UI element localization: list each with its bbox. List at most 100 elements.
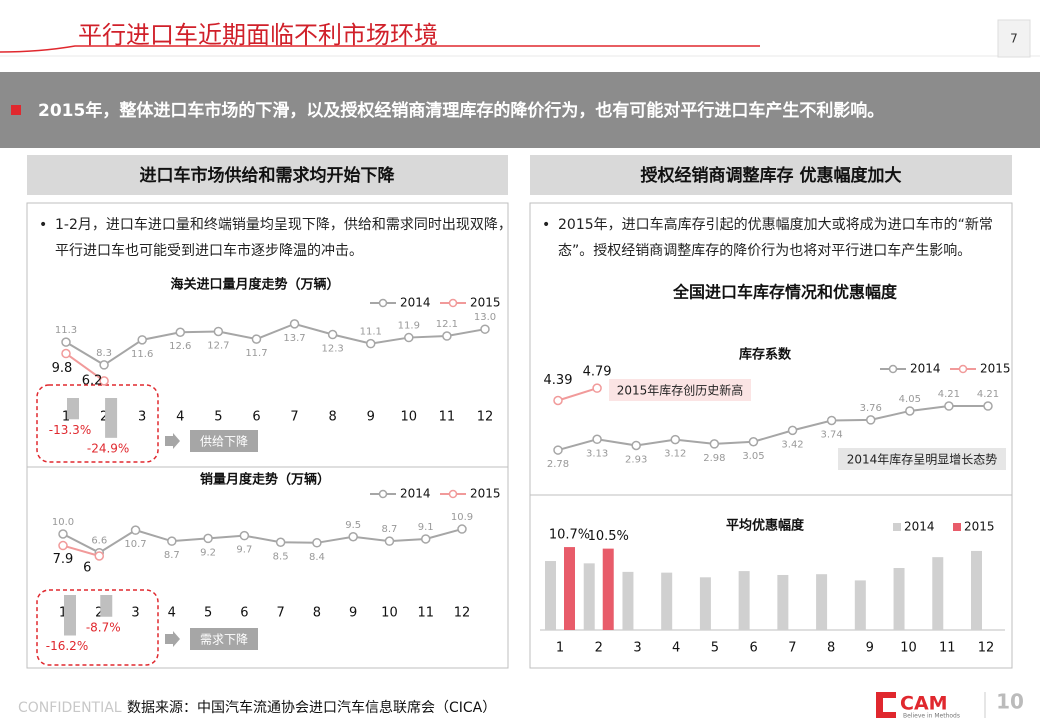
bar	[545, 561, 556, 630]
point	[553, 445, 563, 455]
point	[137, 335, 147, 345]
chart-title: 海关进口量月度走势（万辆）	[170, 277, 339, 293]
slide-title: 平行进口车近期面临不利市场环境	[78, 21, 438, 49]
panel-heading: 授权经销商调整库存 优惠幅度加大	[641, 165, 902, 186]
confidential: CONFIDENTIAL	[18, 700, 122, 716]
value-label: 9.2	[200, 547, 216, 558]
point	[826, 415, 837, 426]
annotation: 供给下降	[200, 435, 248, 449]
point	[480, 324, 490, 334]
point	[457, 524, 467, 534]
value-label: 11.9	[398, 321, 420, 332]
bar	[854, 580, 866, 630]
panel-body	[529, 202, 1013, 669]
point	[592, 383, 602, 393]
value-label: 4.79	[583, 365, 612, 380]
value-label: 12.1	[436, 319, 458, 330]
x-tick-label: 6	[240, 606, 248, 621]
chart-title: 库存系数	[739, 347, 792, 363]
value-label: 3.13	[586, 448, 608, 459]
value-label: -24.9%	[87, 441, 129, 455]
value-label: 8.4	[309, 552, 325, 563]
bar	[100, 595, 113, 617]
x-tick-label: 10	[900, 641, 917, 656]
value-label: 10.7%	[549, 528, 590, 543]
legend-marker	[448, 489, 458, 499]
x-tick-label: 5	[204, 606, 212, 621]
annotation-arrow	[165, 433, 180, 449]
point	[709, 439, 720, 449]
value-label: 11.6	[131, 349, 153, 360]
legend-label: 2014	[400, 296, 431, 310]
point	[99, 360, 109, 370]
bar	[67, 398, 79, 420]
bar	[738, 571, 750, 630]
x-tick-label: 8	[827, 641, 835, 656]
x-tick-label: 3	[633, 641, 641, 656]
point	[167, 536, 177, 546]
point	[983, 401, 993, 411]
value-label: 6	[83, 561, 91, 576]
value-label: 9.1	[418, 522, 434, 533]
value-label: 4.39	[544, 373, 573, 388]
banner	[0, 72, 1040, 148]
value-label: 3.42	[781, 439, 803, 450]
bar	[564, 547, 575, 630]
bar	[699, 577, 711, 630]
point	[251, 334, 262, 344]
x-tick-label: 3	[138, 410, 146, 425]
bar	[583, 563, 595, 630]
point	[94, 551, 105, 561]
value-label: 4.21	[938, 389, 960, 400]
value-label: 3.74	[821, 430, 843, 441]
value-label: 3.76	[860, 403, 882, 414]
value-label: 12.3	[322, 344, 344, 355]
legend-marker	[378, 489, 388, 499]
page-box	[997, 19, 1031, 58]
point	[670, 434, 681, 445]
value-label: 8.7	[164, 550, 180, 561]
value-label: 2.98	[703, 453, 725, 464]
bar	[661, 572, 673, 630]
x-tick-label: 7	[276, 606, 284, 621]
highlight	[36, 589, 159, 666]
series-line	[557, 405, 988, 452]
point	[787, 425, 798, 436]
banner-marker	[11, 105, 21, 115]
value-label: 8.5	[273, 551, 289, 562]
x-tick-label: 12	[477, 410, 494, 425]
point	[865, 415, 876, 425]
x-tick-label: 12	[978, 641, 995, 656]
point	[420, 534, 431, 544]
bar	[622, 571, 634, 630]
value-label: 8.7	[382, 524, 398, 535]
legend-label: 2015	[470, 487, 501, 501]
annotation-arrow	[165, 631, 180, 647]
bar	[602, 548, 614, 630]
annotation: 需求下降	[200, 633, 248, 647]
value-label: 8.3	[96, 348, 112, 359]
point	[58, 540, 68, 551]
point	[384, 536, 395, 546]
value-label: -8.7%	[86, 620, 121, 634]
annotation-box	[190, 430, 258, 452]
x-tick-label: 2	[595, 641, 603, 656]
panel-heading: 进口车市场供给和需求均开始下降	[140, 165, 396, 186]
point	[289, 319, 300, 329]
chart-title: 销量月度走势（万辆）	[200, 472, 330, 488]
x-tick-label: 3	[131, 606, 139, 621]
value-label: 10.9	[451, 512, 473, 523]
point	[175, 327, 186, 337]
value-label: 13.0	[474, 312, 496, 323]
point	[442, 331, 452, 341]
legend-swatch	[893, 523, 901, 531]
point	[58, 529, 68, 539]
series-line	[62, 544, 100, 557]
x-tick-label: 11	[439, 410, 456, 425]
logo: CAM	[900, 693, 948, 715]
badge: 10	[996, 690, 1024, 714]
x-tick-label: 9	[367, 410, 375, 425]
value-label: 9.8	[52, 361, 73, 376]
x-tick-label: 5	[214, 410, 222, 425]
